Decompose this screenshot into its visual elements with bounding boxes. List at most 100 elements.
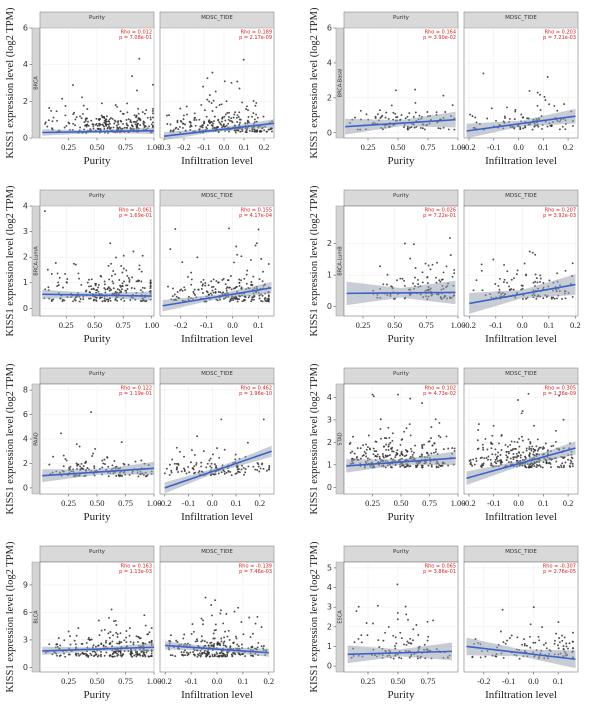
data-point — [175, 446, 178, 449]
y-tick-label: 2 — [23, 253, 28, 262]
data-point — [528, 455, 531, 458]
data-point — [497, 451, 500, 454]
data-point — [492, 258, 495, 261]
x-tick-label: 0.25 — [361, 676, 376, 686]
x-axis-label: Infiltration level — [485, 333, 557, 345]
data-point — [237, 470, 240, 473]
data-point — [349, 451, 352, 454]
panel-brca: KISS1 expression level (log2 TPM) BRCA024… — [5, 7, 275, 167]
data-point — [123, 299, 126, 302]
y-axis-label: KISS1 expression level (log2 TPM) — [5, 363, 16, 514]
data-point — [194, 640, 197, 643]
data-point — [421, 447, 424, 450]
data-point — [245, 131, 248, 134]
data-point — [571, 465, 574, 468]
data-point — [267, 263, 270, 265]
data-point — [114, 120, 117, 123]
data-point — [530, 447, 532, 450]
data-point — [475, 460, 478, 463]
data-point — [423, 643, 426, 646]
data-point — [498, 288, 501, 291]
data-point — [79, 126, 82, 129]
data-point — [55, 643, 58, 646]
data-point — [552, 444, 555, 447]
data-point — [553, 297, 556, 300]
data-point — [233, 287, 235, 290]
data-point — [228, 300, 231, 303]
data-point — [46, 125, 49, 128]
data-point — [479, 656, 482, 659]
y-tick-label: 0 — [23, 663, 28, 672]
data-point — [144, 624, 147, 627]
data-point — [202, 623, 204, 626]
data-point — [264, 299, 267, 302]
y-tick-label: 8 — [23, 386, 28, 395]
data-point — [469, 459, 472, 461]
y-tick-label: 2 — [327, 239, 332, 248]
data-point — [216, 126, 219, 129]
data-point — [256, 615, 259, 618]
data-point — [246, 269, 249, 272]
data-point — [406, 450, 409, 452]
data-point — [229, 298, 232, 301]
data-point — [82, 652, 85, 655]
data-point — [149, 118, 152, 121]
data-point — [230, 81, 233, 84]
data-point — [112, 634, 114, 637]
data-point — [368, 447, 371, 450]
data-point — [240, 279, 242, 282]
data-point — [206, 641, 209, 644]
data-point — [108, 118, 111, 121]
data-point — [542, 282, 545, 284]
x-tick-label: 0.1 — [544, 320, 555, 330]
data-point — [393, 644, 396, 647]
data-point — [104, 288, 107, 291]
data-point — [143, 653, 146, 656]
data-point — [232, 641, 235, 644]
data-point — [64, 114, 67, 117]
rho-label: Rho = 0.163 — [121, 564, 152, 570]
data-point — [131, 655, 134, 658]
data-point — [215, 651, 218, 654]
rho-label: Rho = 0.155 — [241, 208, 272, 214]
data-point — [86, 653, 88, 656]
data-point — [220, 471, 223, 474]
data-point — [522, 127, 525, 130]
facet-header-label: MDSC_TIDE — [201, 15, 233, 21]
data-point — [365, 622, 368, 624]
data-point — [508, 637, 511, 639]
data-point — [211, 110, 214, 112]
panel-brca-luma: KISS1 expression level (log2 TPM) BRCA-Lu… — [5, 185, 275, 345]
data-point — [72, 113, 75, 116]
data-point — [65, 281, 68, 284]
data-point — [496, 460, 499, 463]
x-tick-label: -0.1 — [489, 320, 502, 330]
data-point — [213, 473, 216, 476]
data-point — [78, 654, 81, 657]
data-point — [108, 125, 111, 128]
data-point — [203, 120, 206, 123]
data-point — [85, 289, 88, 292]
data-point — [212, 291, 215, 294]
data-point — [491, 453, 494, 456]
data-point — [453, 447, 456, 450]
data-point — [555, 460, 558, 463]
x-tick-label: 0.50 — [87, 320, 102, 330]
data-point — [514, 108, 517, 111]
data-point — [548, 461, 551, 464]
data-point — [150, 627, 153, 630]
data-point — [184, 654, 186, 657]
y-tick-label: 6 — [23, 24, 28, 33]
data-point — [484, 655, 487, 658]
data-point — [136, 89, 138, 92]
data-point — [503, 263, 506, 266]
x-tick-label: 1.00 — [147, 676, 162, 686]
data-point — [426, 111, 429, 113]
data-point — [524, 455, 527, 458]
data-point — [227, 118, 230, 121]
data-point — [78, 300, 81, 303]
x-tick-label: 0.0 — [227, 320, 238, 330]
data-point — [412, 282, 415, 285]
data-point — [502, 641, 505, 644]
x-axis-label: Purity — [84, 155, 111, 167]
